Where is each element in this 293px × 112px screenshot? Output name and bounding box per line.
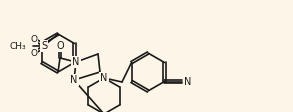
Text: O: O [30, 34, 38, 43]
Text: N: N [100, 73, 108, 83]
Text: N: N [72, 57, 80, 67]
Text: N: N [70, 75, 78, 85]
Text: N: N [184, 76, 191, 86]
Text: CH₃: CH₃ [9, 42, 26, 51]
Text: O: O [30, 48, 38, 57]
Text: O: O [56, 41, 64, 51]
Text: S: S [41, 41, 47, 51]
